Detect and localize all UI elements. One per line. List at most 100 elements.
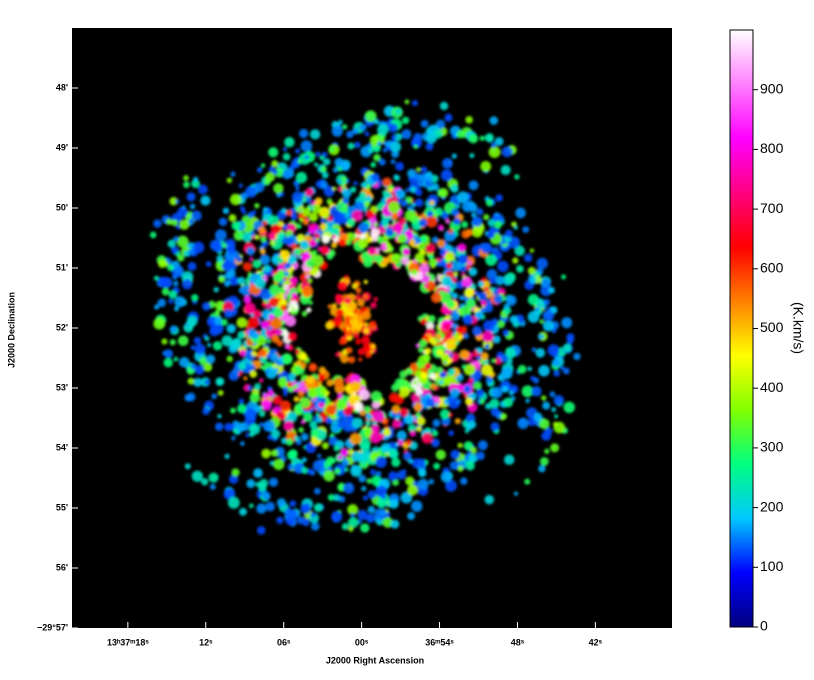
emission-clump (497, 320, 506, 329)
emission-clump (425, 321, 435, 331)
emission-clump (396, 470, 406, 480)
emission-clump (321, 234, 331, 244)
emission-clump (311, 203, 322, 214)
emission-clump (430, 383, 437, 390)
emission-clump (258, 348, 267, 357)
emission-clump (459, 349, 470, 360)
emission-clump (387, 448, 398, 459)
emission-clump (390, 159, 396, 165)
emission-clump (161, 338, 168, 345)
emission-clump (378, 158, 386, 166)
emission-clump (391, 252, 402, 264)
emission-clump (252, 259, 262, 269)
emission-clump (561, 274, 567, 280)
emission-clump (302, 218, 310, 226)
emission-clump (240, 192, 249, 200)
emission-clump (269, 477, 279, 487)
emission-clump (242, 261, 253, 272)
emission-clump (530, 277, 537, 284)
emission-clump (338, 404, 344, 409)
emission-clump (449, 288, 454, 293)
emission-clump (407, 484, 418, 496)
emission-clump (467, 260, 473, 266)
emission-clump (186, 192, 196, 202)
emission-clump (525, 398, 530, 404)
emission-clump (341, 188, 352, 199)
emission-clump (267, 389, 275, 397)
emission-clump (471, 212, 477, 218)
y-tick-label: −29°57' (37, 622, 68, 632)
emission-clump (435, 119, 446, 130)
emission-core (357, 299, 365, 307)
colorbar-tick-label: 200 (760, 498, 784, 514)
emission-clump (276, 328, 283, 336)
emission-clump (431, 236, 439, 244)
emission-clump (449, 353, 454, 358)
emission-clump (550, 443, 560, 453)
emission-clump (375, 456, 387, 468)
emission-clump (351, 451, 363, 463)
emission-clump (293, 384, 298, 389)
emission-clump (448, 228, 454, 234)
emission-clump (312, 459, 325, 472)
emission-clump (527, 266, 536, 275)
emission-clump (197, 184, 208, 195)
emission-clump (542, 320, 554, 332)
emission-clump (289, 500, 297, 507)
emission-clump (484, 344, 490, 350)
emission-clump (249, 392, 261, 404)
emission-clump (388, 187, 393, 192)
emission-clump (306, 375, 315, 384)
emission-clump (416, 426, 422, 432)
emission-core (344, 297, 351, 305)
emission-clump (420, 318, 427, 326)
emission-core (373, 296, 378, 302)
emission-clump (276, 498, 287, 508)
emission-clump (239, 507, 247, 516)
emission-clump (447, 367, 456, 376)
emission-clump (470, 446, 477, 454)
emission-clump (388, 123, 398, 133)
emission-clump (230, 407, 236, 414)
emission-clump (370, 390, 383, 403)
emission-clump (358, 389, 371, 401)
emission-clump (270, 449, 279, 457)
emission-clump (449, 388, 460, 399)
emission-clump (265, 501, 275, 512)
emission-clump (409, 239, 416, 246)
emission-clump (260, 356, 268, 364)
emission-clump (280, 249, 291, 260)
emission-clump (305, 187, 314, 197)
emission-clump (435, 333, 442, 341)
colorbar-tick-label: 0 (760, 618, 768, 634)
emission-clump (249, 257, 254, 262)
emission-clump (269, 297, 279, 307)
emission-clump (451, 277, 458, 283)
emission-clump (272, 272, 284, 284)
emission-clump (535, 347, 546, 358)
emission-clump (375, 485, 388, 498)
emission-clump (461, 221, 469, 228)
emission-clump (563, 401, 575, 414)
emission-clump (527, 294, 540, 306)
emission-clump (445, 218, 451, 224)
emission-clump (341, 163, 350, 172)
emission-clump (410, 202, 416, 208)
emission-clump (277, 376, 290, 389)
emission-clump (469, 153, 475, 159)
emission-clump (450, 311, 461, 322)
emission-clump (445, 479, 457, 492)
emission-clump (542, 305, 547, 310)
emission-clump (500, 354, 509, 363)
emission-clump (359, 123, 367, 131)
emission-clump (331, 125, 343, 137)
emission-clump (331, 511, 343, 523)
emission-clump (337, 455, 343, 460)
emission-clump (268, 231, 276, 240)
emission-core (344, 278, 351, 284)
emission-clump (414, 173, 422, 181)
emission-clump (399, 370, 408, 379)
emission-clump (263, 420, 276, 432)
emission-clump (445, 338, 457, 350)
emission-clump (482, 320, 495, 332)
